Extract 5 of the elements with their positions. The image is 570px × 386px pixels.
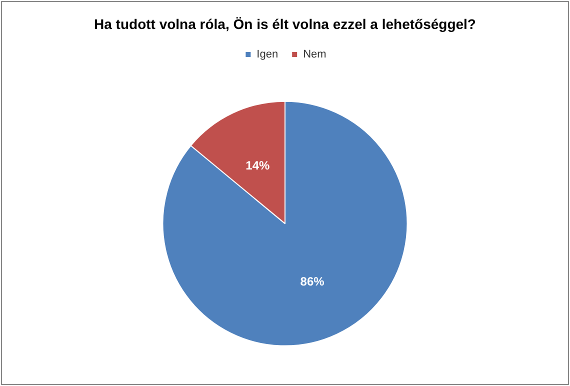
chart-title: Ha tudott volna róla, Ön is élt volna ezzel a lehetőséggel? bbox=[94, 16, 476, 32]
legend-label: Nem bbox=[303, 48, 326, 60]
data-label: 86% bbox=[300, 274, 325, 289]
data-label: 14% bbox=[246, 158, 270, 173]
legend-label: Igen bbox=[256, 48, 278, 60]
